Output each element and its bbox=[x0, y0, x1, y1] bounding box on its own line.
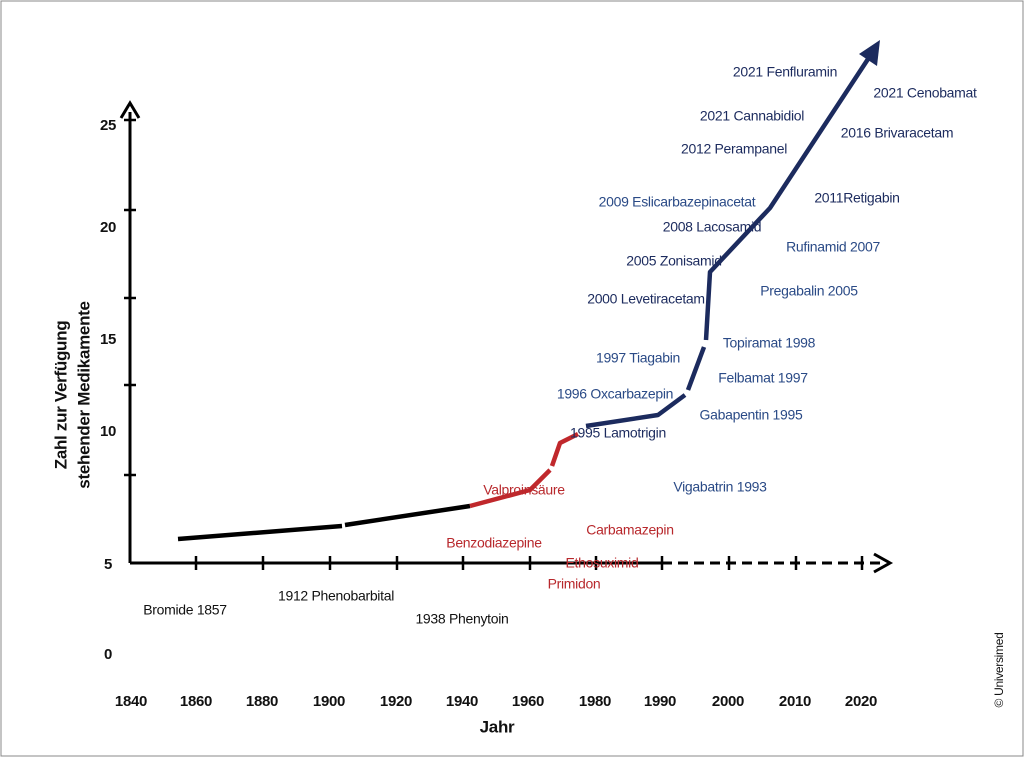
x-tick-label: 2000 bbox=[712, 693, 744, 710]
drug-label: 2011Retigabin bbox=[814, 190, 899, 206]
curve-blue-1 bbox=[585, 393, 687, 429]
curve-red-2 bbox=[549, 431, 580, 467]
drug-label: Carbamazepin bbox=[586, 522, 673, 538]
x-tick-label: 1960 bbox=[512, 693, 544, 710]
y-ticks bbox=[124, 118, 136, 477]
curve-blue-3 bbox=[703, 54, 872, 341]
drug-label: 1912 Phenobarbital bbox=[278, 588, 394, 604]
x-tick-label: 1880 bbox=[246, 693, 278, 710]
drug-label: 2021 Fenfluramin bbox=[733, 64, 837, 80]
drug-label: 2005 Zonisamid bbox=[626, 253, 721, 269]
drug-label: Rufinamid 2007 bbox=[786, 239, 880, 255]
drug-label: 2021 Cannabidiol bbox=[700, 108, 804, 124]
drug-label: 2021 Cenobamat bbox=[873, 85, 977, 101]
axes bbox=[119, 100, 894, 574]
drug-label: 1995 Lamotrigin bbox=[570, 425, 666, 441]
x-tick-label: 1940 bbox=[446, 693, 478, 710]
drug-label: 2000 Levetiracetam bbox=[587, 291, 705, 307]
drug-label: Bromide 1857 bbox=[143, 602, 227, 618]
drug-label: Valproinsäure bbox=[483, 482, 565, 498]
x-ticks bbox=[194, 556, 864, 570]
curve-blue-2 bbox=[685, 346, 707, 391]
copyright: © Universimed bbox=[992, 633, 1006, 708]
y-tick-label: 15 bbox=[100, 331, 116, 348]
drug-label: 2016 Brivaracetam bbox=[841, 125, 953, 141]
x-tick-label: 1980 bbox=[579, 693, 611, 710]
curve-black-1 bbox=[177, 523, 343, 542]
drug-label: Primidon bbox=[548, 576, 601, 592]
curve-red-1 bbox=[469, 468, 552, 509]
y-axis-title: Zahl zur Verfügung bbox=[51, 321, 70, 470]
drug-label: 1938 Phenytoin bbox=[415, 611, 508, 627]
x-axis-title: Jahr bbox=[480, 717, 515, 736]
y-tick-label: 5 bbox=[104, 556, 112, 573]
curve-arrow bbox=[859, 40, 880, 66]
y-tick-label: 20 bbox=[100, 219, 116, 236]
y-axis-title: stehender Medikamente bbox=[74, 301, 93, 488]
y-tick-label: 0 bbox=[104, 646, 112, 663]
x-tick-label: 1860 bbox=[180, 693, 212, 710]
x-tick-label: 1840 bbox=[115, 693, 147, 710]
drug-label: Ethosuximid bbox=[566, 555, 639, 571]
drug-label: Gabapentin 1995 bbox=[700, 407, 803, 423]
drug-label: 2008 Lacosamid bbox=[663, 219, 762, 235]
x-arrow bbox=[873, 552, 894, 574]
y-tick-label: 10 bbox=[100, 423, 116, 440]
labels: 25 20 15 10 5 0 1840 1860 1880 1900 1920 1940 1960 19… bbox=[51, 64, 1006, 737]
drug-label: 2009 Eslicarbazepinacetat bbox=[599, 194, 756, 210]
x-tick-label: 2020 bbox=[845, 693, 877, 710]
y-tick-label: 25 bbox=[100, 117, 116, 134]
drug-label: Topiramat 1998 bbox=[723, 335, 816, 351]
curve bbox=[177, 40, 880, 542]
drug-label: 2012 Perampanel bbox=[681, 141, 787, 157]
drug-label: Pregabalin 2005 bbox=[760, 283, 858, 299]
y-arrow bbox=[119, 100, 141, 119]
curve-black-2 bbox=[344, 503, 471, 528]
drug-label: 1997 Tiagabin bbox=[596, 350, 680, 366]
x-tick-label: 2010 bbox=[779, 693, 811, 710]
x-tick-label: 1990 bbox=[644, 693, 676, 710]
drug-label: 1996 Oxcarbazepin bbox=[557, 386, 673, 402]
x-tick-label: 1900 bbox=[313, 693, 345, 710]
drug-label: Vigabatrin 1993 bbox=[673, 479, 767, 495]
drug-label: Felbamat 1997 bbox=[718, 370, 808, 386]
drug-label: Benzodiazepine bbox=[446, 535, 542, 551]
x-tick-label: 1920 bbox=[380, 693, 412, 710]
